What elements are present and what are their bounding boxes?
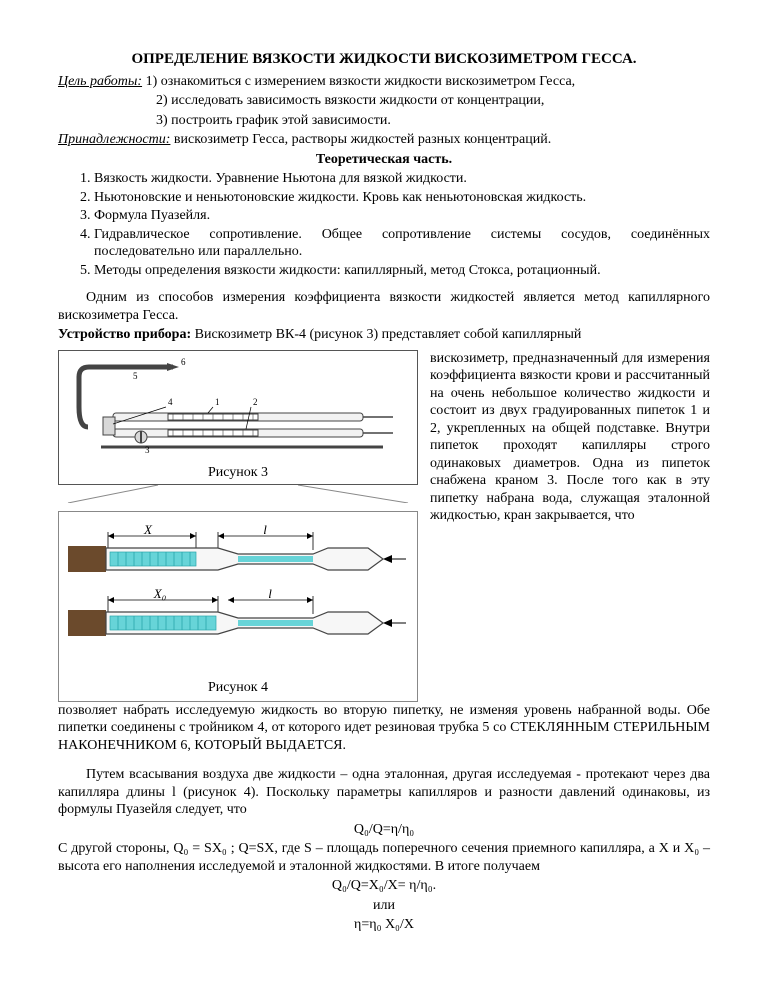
intro-para: Одним из способов измерения коэффициента… <box>58 289 710 324</box>
figure-row: 5 6 <box>58 350 710 702</box>
after-figures-para: позволяет набрать исследуемую жидкость в… <box>58 702 710 755</box>
label-X0: X₀ <box>153 586 166 601</box>
goal-label: Цель работы: <box>58 74 142 89</box>
label-X: X <box>143 522 153 537</box>
svg-text:1: 1 <box>215 397 220 407</box>
svg-text:3: 3 <box>145 445 150 455</box>
theory-item: Гидравлическое сопротивление. Общее сопр… <box>94 226 710 261</box>
viscometer-diagram-icon: 5 6 <box>73 357 403 457</box>
theory-item: Ньютоновские и неньютоновские жидкости. … <box>94 189 710 207</box>
figure-4-caption: Рисунок 4 <box>67 679 409 697</box>
label-l-bot: l <box>268 586 272 601</box>
theory-item: Формула Пуазейля. <box>94 207 710 225</box>
device-text-right: вискозиметр, предназначенный для измерен… <box>430 350 710 525</box>
spacer <box>58 756 710 764</box>
para-2: Путем всасывания воздуха две жидкости – … <box>58 766 710 819</box>
svg-text:2: 2 <box>253 397 258 407</box>
equation-2: Q₀/Q=X₀/X= η/η₀. <box>58 877 710 895</box>
para-3: С другой стороны, Q₀ = SX₀ ; Q=SX, где S… <box>58 840 710 875</box>
accessories-text: вискозиметр Гесса, растворы жидкостей ра… <box>170 132 551 147</box>
figures-column: 5 6 <box>58 350 418 702</box>
connector-lines <box>58 485 418 503</box>
label-l-top: l <box>263 522 267 537</box>
goal-line-3: 3) построить график этой зависимости. <box>58 112 710 130</box>
svg-text:4: 4 <box>168 397 173 407</box>
figure-4-box: X l <box>58 511 418 702</box>
equation-4: η=η₀ X₀/X <box>58 916 710 934</box>
device-label: Устройство прибора: <box>58 327 191 342</box>
goal1: 1) ознакомиться с измерением вязкости жи… <box>142 74 575 89</box>
pipette-diagram-icon: X l <box>68 522 408 672</box>
theory-item: Методы определения вязкости жидкости: ка… <box>94 262 710 280</box>
figure-3-caption: Рисунок 3 <box>65 464 411 482</box>
equation-3: или <box>58 897 710 915</box>
device-line: Устройство прибора: Вискозиметр ВК-4 (ри… <box>58 326 710 344</box>
equation-1: Q₀/Q=η/η₀ <box>58 821 710 839</box>
theory-item: Вязкость жидкости. Уравнение Ньютона для… <box>94 170 710 188</box>
figure-3-box: 5 6 <box>58 350 418 485</box>
accessories: Принадлежности: вискозиметр Гесса, раств… <box>58 131 710 149</box>
device-text1: Вискозиметр ВК-4 (рисунок 3) представляе… <box>191 327 581 342</box>
right-text-column: вискозиметр, предназначенный для измерен… <box>430 350 710 527</box>
goal-line-1: Цель работы: 1) ознакомиться с измерение… <box>58 73 710 91</box>
theory-title: Теоретическая часть. <box>58 151 710 169</box>
goal-line-2: 2) исследовать зависимость вязкости жидк… <box>58 92 710 110</box>
page-title: ОПРЕДЕЛЕНИЕ ВЯЗКОСТИ ЖИДКОСТИ ВИСКОЗИМЕТ… <box>58 50 710 69</box>
svg-text:6: 6 <box>181 357 186 367</box>
theory-list: Вязкость жидкости. Уравнение Ньютона для… <box>94 170 710 279</box>
svg-text:5: 5 <box>133 371 138 381</box>
accessories-label: Принадлежности: <box>58 132 170 147</box>
